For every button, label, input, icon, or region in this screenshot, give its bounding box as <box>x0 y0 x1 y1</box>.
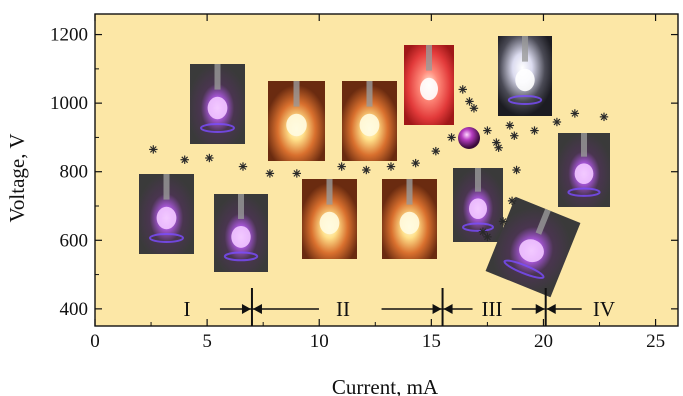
photo-region-ii-a <box>268 81 325 161</box>
region-arrow <box>381 304 442 314</box>
region-arrow <box>219 304 251 314</box>
axes: 0 5 10 15 20 25 400 600 800 1000 1200 <box>50 13 679 352</box>
data-point <box>505 121 515 130</box>
x-tick-label: 5 <box>202 331 212 352</box>
data-point <box>411 158 420 168</box>
photo-region-ii-d <box>382 179 437 259</box>
data-point <box>465 97 474 106</box>
region-arrow <box>511 304 545 314</box>
x-tick-label: 20 <box>534 331 553 352</box>
data-point <box>494 143 503 152</box>
data-point <box>362 165 371 175</box>
data-point <box>483 126 492 135</box>
x-tick-label: 25 <box>646 331 665 352</box>
region-arrow <box>443 304 473 314</box>
data-point <box>469 104 479 113</box>
photo-region-iii-c <box>558 133 610 207</box>
y-tick-label: 400 <box>60 299 89 320</box>
data-point <box>530 126 539 135</box>
photo-region-iii-a <box>498 36 552 116</box>
data-point <box>498 217 508 226</box>
photo-region-iv-a <box>485 196 581 298</box>
photo-region-i-c <box>214 194 268 272</box>
data-point <box>483 232 492 242</box>
data-point <box>431 146 441 156</box>
data-markers <box>149 85 609 242</box>
photo-region-i-a <box>139 174 194 254</box>
y-axis-label: Voltage, V <box>5 133 29 222</box>
y-tick-label: 1200 <box>50 25 88 46</box>
region-arrow <box>252 304 319 314</box>
data-point <box>386 162 396 171</box>
plot-frame <box>94 13 679 327</box>
region-label-ii: II <box>336 297 350 321</box>
photo-region-ii-ball <box>458 127 480 149</box>
data-point <box>238 162 248 171</box>
data-point <box>570 109 580 118</box>
data-point <box>337 162 346 171</box>
x-tick-label: 15 <box>422 331 441 352</box>
inset-photos <box>139 36 610 298</box>
data-point <box>292 169 302 178</box>
region-label-i: I <box>184 297 191 321</box>
data-point <box>510 131 519 140</box>
y-tick-label: 600 <box>60 230 89 251</box>
photo-region-ii-f <box>404 45 454 125</box>
region-arrow <box>546 304 582 314</box>
y-tick-label: 800 <box>60 162 89 183</box>
data-point <box>265 169 275 178</box>
region-label-iii: III <box>482 297 503 321</box>
data-point <box>507 196 517 206</box>
photo-region-ii-b <box>342 81 397 161</box>
photo-region-i-b <box>190 64 245 144</box>
data-point <box>447 133 456 142</box>
data-point <box>180 155 189 164</box>
region-label-iv: IV <box>593 297 615 321</box>
x-axis-label: Current, mA <box>332 375 439 396</box>
x-tick-label: 10 <box>310 331 329 352</box>
data-point <box>149 145 158 154</box>
y-tick-label: 1000 <box>50 93 88 114</box>
data-point <box>512 165 521 175</box>
photo-region-iii-b <box>453 168 503 242</box>
data-point <box>458 85 467 94</box>
data-point <box>599 112 609 122</box>
data-point <box>205 153 214 163</box>
x-tick-label: 0 <box>90 331 100 352</box>
region-annotations: I II III IV <box>184 288 615 326</box>
data-point <box>552 117 562 127</box>
photo-region-ii-c <box>302 179 357 259</box>
